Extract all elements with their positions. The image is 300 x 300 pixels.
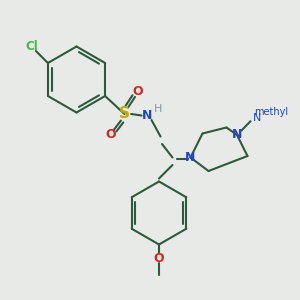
- Text: H: H: [154, 104, 163, 114]
- Text: O: O: [106, 128, 116, 142]
- Text: O: O: [154, 251, 164, 265]
- Text: Cl: Cl: [25, 40, 38, 53]
- Text: O: O: [133, 85, 143, 98]
- Text: N: N: [253, 112, 262, 123]
- Text: N: N: [142, 109, 152, 122]
- Text: N: N: [185, 151, 196, 164]
- Text: S: S: [119, 106, 130, 122]
- Text: N: N: [232, 128, 242, 142]
- Text: methyl: methyl: [254, 106, 289, 117]
